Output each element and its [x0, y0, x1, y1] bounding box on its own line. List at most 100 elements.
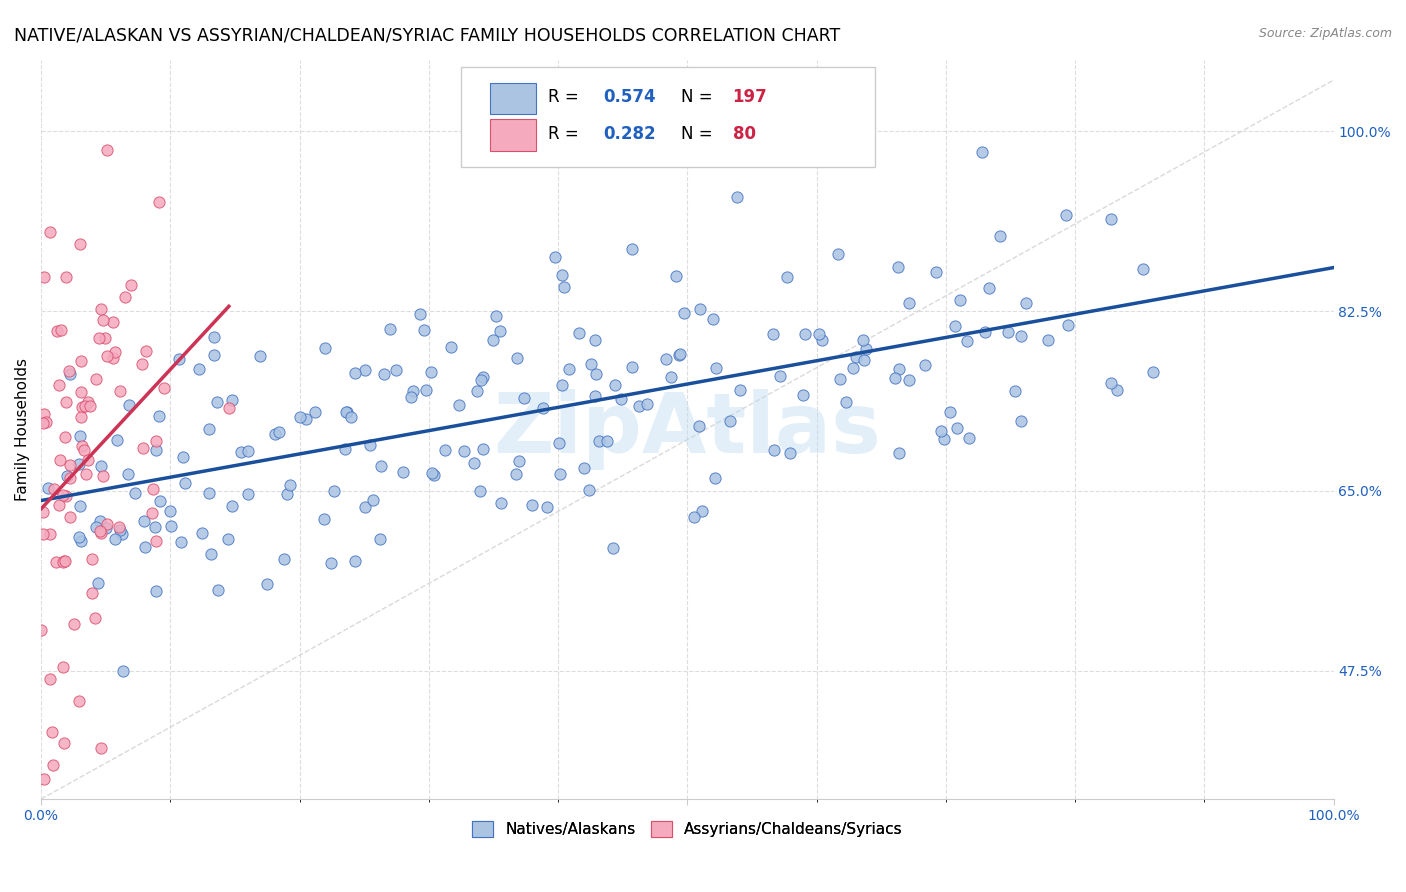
Point — [49, 323, 72, 337]
Point — [763, 442, 786, 457]
Point — [32, 416, 55, 430]
Point — [52, 488, 75, 502]
Point — [314, 512, 336, 526]
Point — [96, 349, 118, 363]
Point — [238, 443, 260, 458]
Point — [655, 352, 678, 367]
Point — [977, 281, 1000, 295]
Point — [602, 541, 624, 555]
Point — [775, 270, 797, 285]
Point — [988, 229, 1011, 244]
Point — [419, 365, 441, 379]
Point — [58, 364, 80, 378]
Point — [551, 268, 574, 283]
Point — [238, 487, 260, 501]
Point — [70, 534, 93, 549]
Point — [69, 384, 91, 399]
Point — [48, 378, 70, 392]
Point — [42, 758, 65, 772]
FancyBboxPatch shape — [489, 120, 536, 151]
Point — [221, 500, 243, 514]
Point — [659, 370, 682, 384]
Point — [90, 740, 112, 755]
Point — [465, 384, 488, 398]
Point — [423, 467, 446, 482]
Point — [470, 373, 492, 387]
Point — [276, 487, 298, 501]
Text: Source: ZipAtlas.com: Source: ZipAtlas.com — [1258, 27, 1392, 40]
Point — [354, 362, 377, 376]
Point — [91, 469, 114, 483]
Text: NATIVE/ALASKAN VS ASSYRIAN/CHALDEAN/SYRIAC FAMILY HOUSEHOLDS CORRELATION CHART: NATIVE/ALASKAN VS ASSYRIAN/CHALDEAN/SYRI… — [14, 27, 841, 45]
Point — [581, 357, 603, 371]
Point — [37, 481, 59, 495]
Point — [53, 736, 76, 750]
Point — [148, 194, 170, 209]
Point — [420, 466, 443, 480]
Point — [83, 611, 105, 625]
Point — [792, 388, 814, 402]
Point — [294, 411, 316, 425]
Point — [48, 498, 70, 512]
Point — [72, 442, 94, 457]
Point — [471, 370, 494, 384]
Point — [886, 260, 908, 274]
Point — [596, 434, 619, 448]
Text: 0.282: 0.282 — [603, 125, 657, 143]
Point — [852, 333, 875, 347]
Point — [1132, 262, 1154, 277]
Point — [855, 342, 877, 356]
Point — [101, 314, 124, 328]
FancyBboxPatch shape — [461, 67, 875, 167]
Point — [520, 498, 543, 512]
Text: 0.574: 0.574 — [603, 87, 657, 105]
Point — [628, 399, 651, 413]
Point — [769, 368, 792, 383]
Point — [409, 307, 432, 321]
Point — [202, 329, 225, 343]
Point — [853, 353, 876, 368]
Point — [1004, 384, 1026, 398]
Point — [508, 454, 530, 468]
Point — [135, 343, 157, 358]
Point — [997, 325, 1019, 339]
Point — [69, 428, 91, 442]
Point — [149, 494, 172, 508]
Point — [145, 434, 167, 448]
Point — [943, 318, 966, 333]
Point — [505, 467, 527, 482]
Point — [728, 383, 751, 397]
Point — [898, 295, 921, 310]
Point — [779, 446, 801, 460]
Point — [485, 310, 508, 324]
Point — [794, 327, 817, 342]
Text: R =: R = — [548, 125, 583, 143]
Point — [762, 327, 785, 342]
Point — [217, 532, 239, 546]
Point — [543, 250, 565, 264]
Point — [336, 405, 359, 419]
Point — [433, 443, 456, 458]
Point — [636, 397, 658, 411]
Point — [665, 268, 688, 283]
Point — [402, 384, 425, 398]
Point — [415, 383, 437, 397]
Point — [53, 554, 76, 568]
Point — [447, 398, 470, 412]
Point — [273, 551, 295, 566]
Point — [249, 349, 271, 363]
Point — [114, 290, 136, 304]
Point — [96, 516, 118, 531]
Point — [52, 554, 75, 568]
Point — [610, 392, 633, 406]
Point — [914, 358, 936, 372]
Point — [513, 391, 536, 405]
Point — [1014, 296, 1036, 310]
Point — [702, 312, 724, 326]
Text: 197: 197 — [733, 87, 768, 105]
Point — [373, 367, 395, 381]
Point — [70, 409, 93, 424]
Point — [361, 493, 384, 508]
Point — [267, 425, 290, 440]
Point — [79, 399, 101, 413]
